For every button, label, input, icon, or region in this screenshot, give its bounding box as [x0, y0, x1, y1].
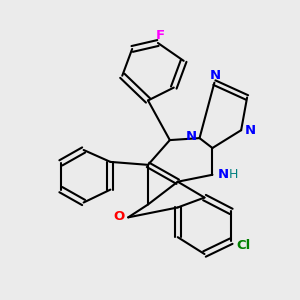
Text: N: N [210, 69, 221, 82]
Text: H: H [229, 168, 238, 181]
Text: Cl: Cl [236, 238, 250, 252]
Text: N: N [218, 168, 229, 181]
Text: N: N [244, 124, 256, 137]
Text: O: O [114, 210, 125, 223]
Text: F: F [155, 28, 164, 42]
Text: N: N [186, 130, 197, 142]
